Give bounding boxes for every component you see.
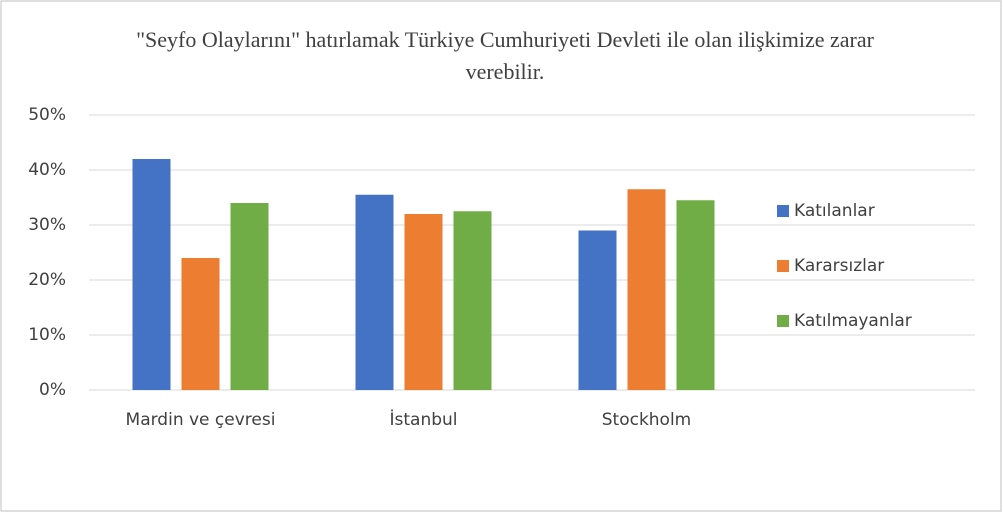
bar — [676, 200, 715, 390]
bar — [230, 203, 269, 390]
legend-swatch — [777, 205, 789, 217]
y-tick-label: 40% — [28, 160, 66, 180]
y-tick-label: 10% — [28, 325, 66, 345]
bar — [453, 211, 492, 390]
bar — [355, 194, 394, 390]
x-tick-label: Mardin ve çevresi — [126, 410, 276, 430]
y-tick-label: 30% — [28, 215, 66, 235]
y-tick-label: 20% — [28, 270, 66, 290]
bar — [132, 159, 171, 390]
bar — [627, 189, 666, 390]
chart-title: "Seyfo Olaylarını" hatırlamak Türkiye Cu… — [136, 27, 874, 84]
bar — [181, 258, 220, 390]
legend-label: Katılanlar — [794, 201, 875, 221]
x-tick-label: İstanbul — [389, 409, 457, 430]
y-tick-label: 50% — [28, 105, 66, 125]
legend-swatch — [777, 260, 789, 272]
bar — [578, 230, 617, 390]
legend-swatch — [777, 315, 789, 327]
bar — [404, 214, 443, 390]
legend-label: Katılmayanlar — [794, 311, 912, 331]
y-tick-label: 0% — [39, 380, 66, 400]
legend-label: Kararsızlar — [794, 256, 884, 276]
x-tick-label: Stockholm — [602, 410, 692, 430]
